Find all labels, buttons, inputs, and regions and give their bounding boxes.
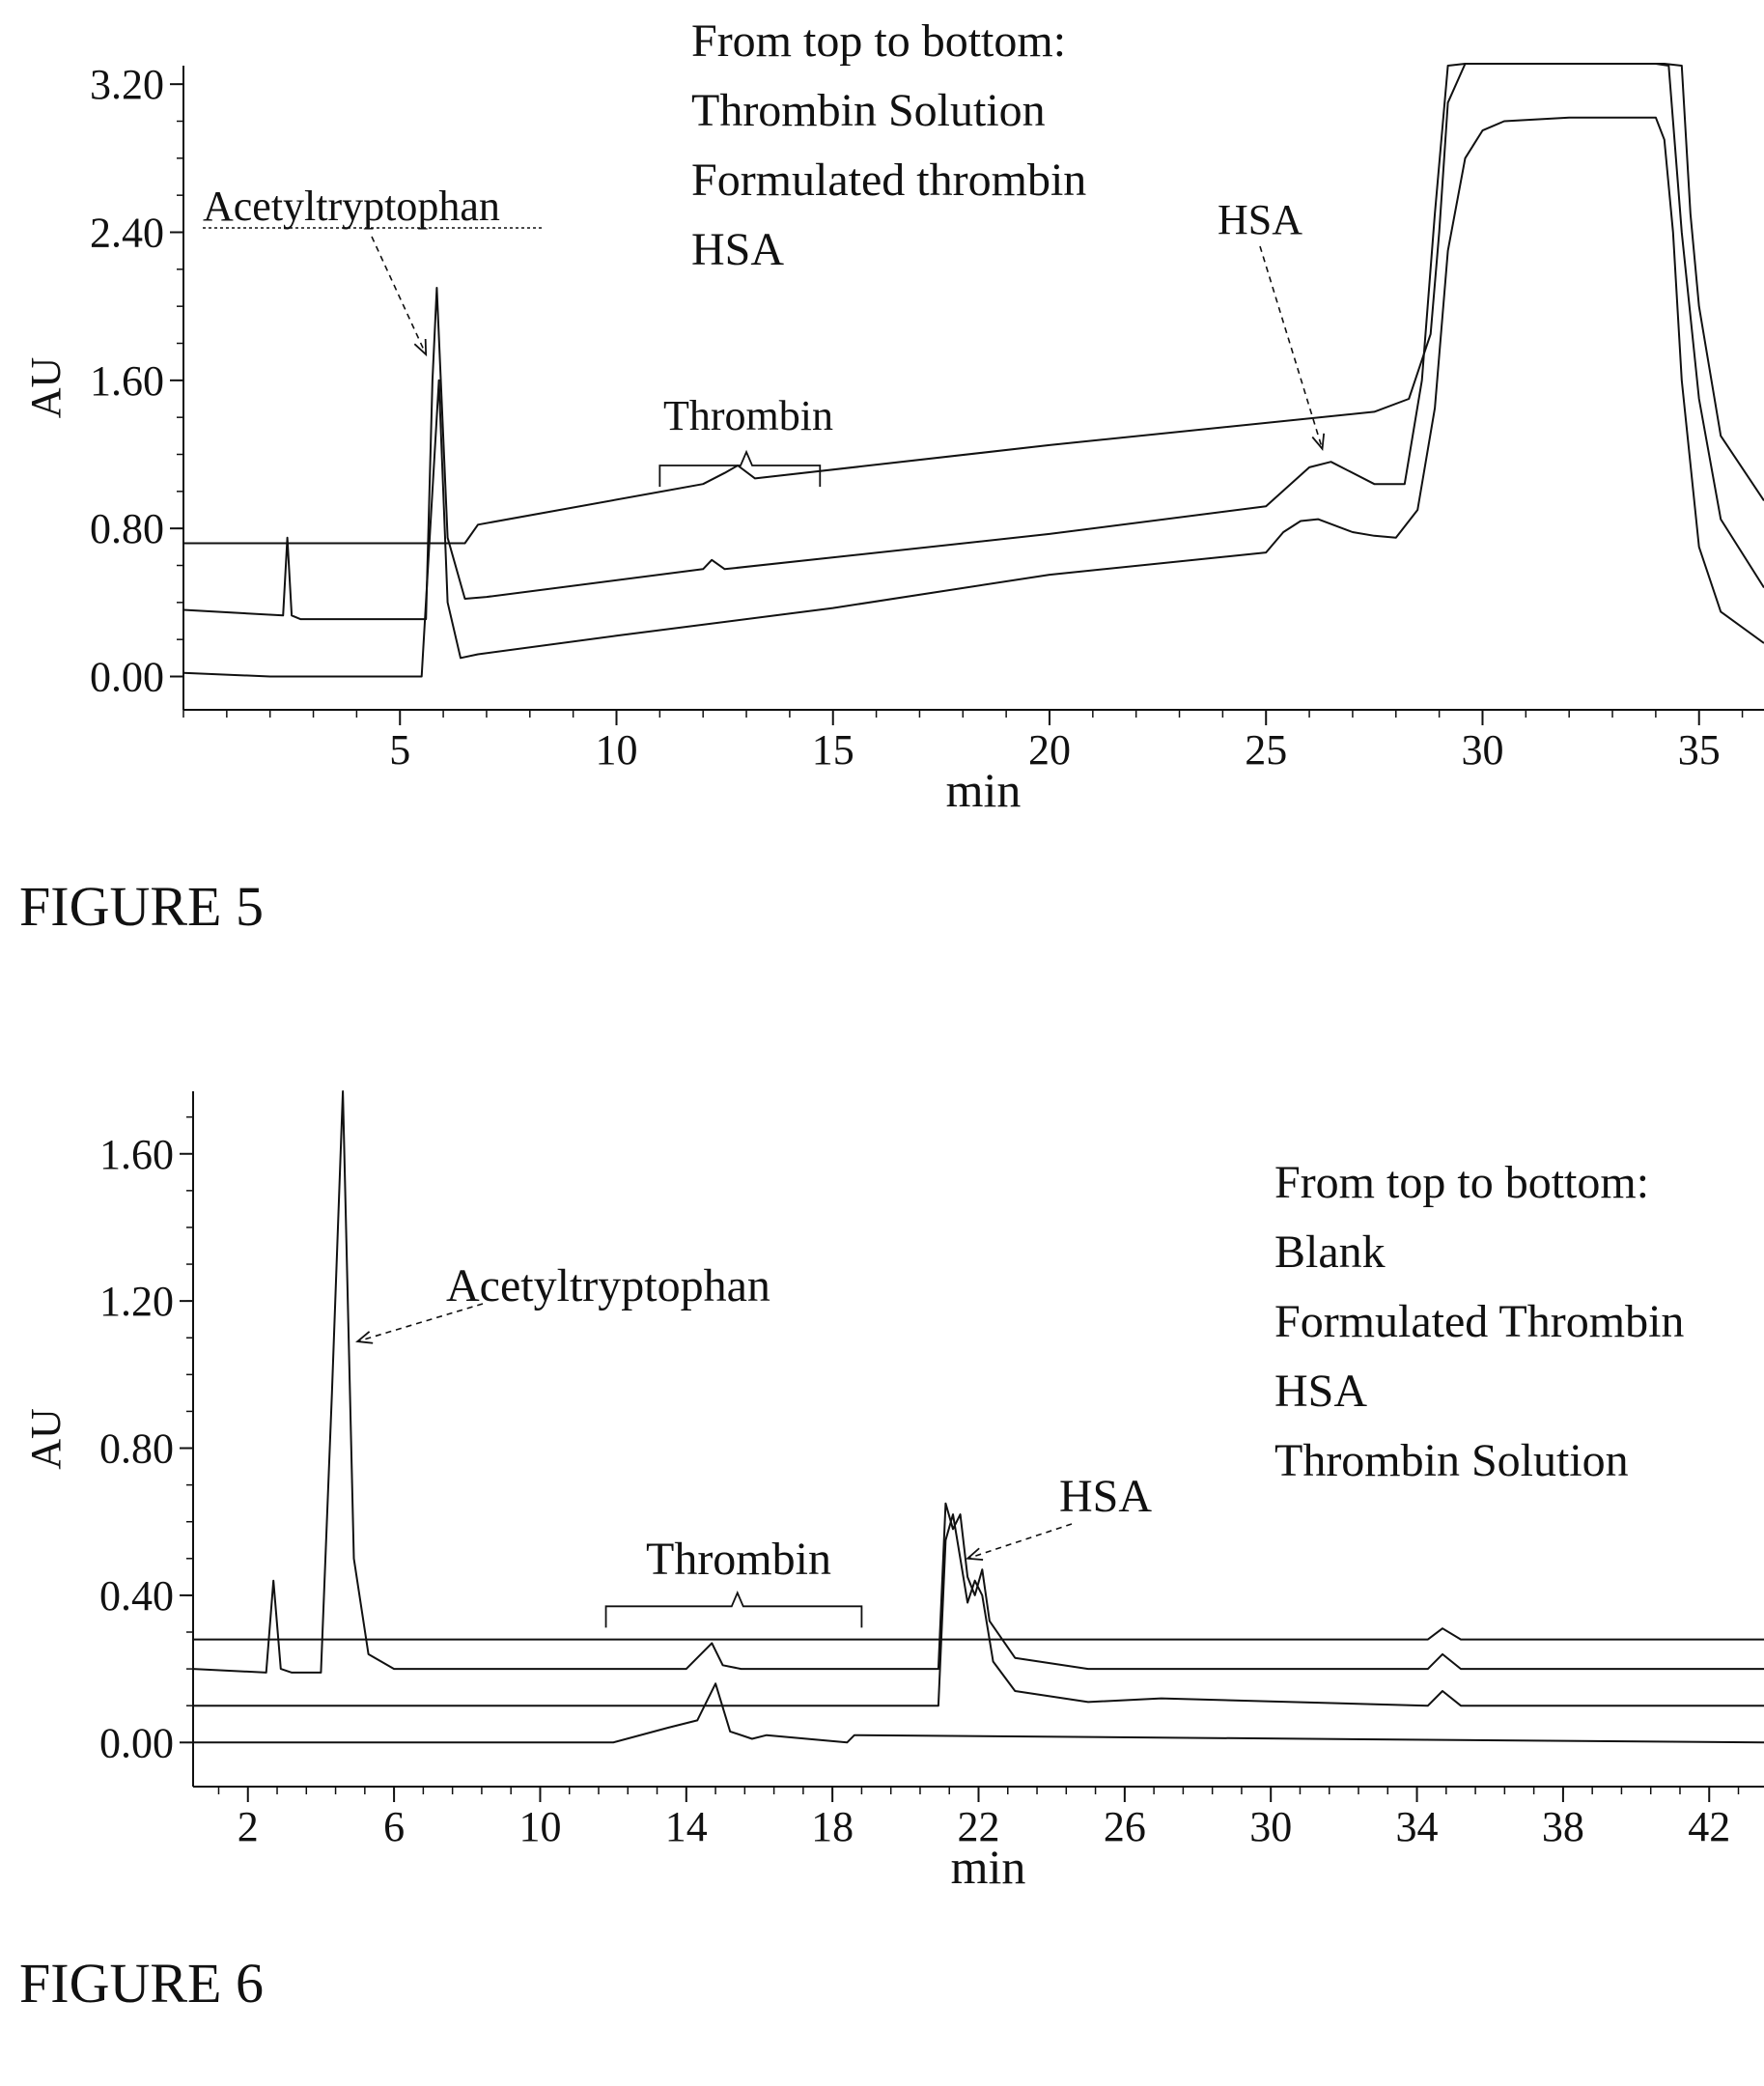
legend-text-line: Formulated Thrombin xyxy=(1274,1296,1684,1347)
annotation-bracket xyxy=(604,1591,863,1628)
annotation-label: HSA xyxy=(1059,1471,1152,1522)
figure-6-label: FIGURE 6 xyxy=(19,1952,264,2015)
x-tick-label: 25 xyxy=(1245,726,1287,774)
y-tick-label: 0.00 xyxy=(99,1719,174,1766)
legend-text-line: Thrombin Solution xyxy=(691,85,1046,136)
x-tick-label: 14 xyxy=(665,1803,708,1850)
series-line-3 xyxy=(193,1682,1764,1744)
annotation-bracket xyxy=(658,449,822,487)
y-tick-label: 1.60 xyxy=(99,1131,174,1178)
annotation-arrow-head xyxy=(1311,433,1326,451)
y-tick-label: 0.00 xyxy=(90,654,164,701)
x-tick-label: 34 xyxy=(1396,1803,1439,1850)
annotation-label: Thrombin xyxy=(663,392,833,439)
x-axis-label: min xyxy=(946,763,1022,817)
legend-text-line: HSA xyxy=(1274,1366,1367,1417)
series-line-2 xyxy=(183,116,1764,678)
x-tick-label: 2 xyxy=(238,1803,259,1850)
y-tick-label: 0.80 xyxy=(90,505,164,552)
x-tick-label: 6 xyxy=(383,1803,405,1850)
annotation-arrow-head xyxy=(355,1331,374,1344)
annotation-arrow xyxy=(966,1523,1073,1560)
series-line-2 xyxy=(193,1513,1764,1707)
annotation-label: Thrombin xyxy=(646,1534,831,1585)
legend-text-line: Formulated thrombin xyxy=(691,155,1086,206)
figure-page: 5 10 15 20 25 30 35 0.00 0.80 1.60 2.40 3.20 min AU Fr… xyxy=(19,15,1764,2015)
legend-text-line: From top to bottom: xyxy=(691,15,1066,67)
series-line-0 xyxy=(193,1627,1764,1641)
x-tick-label: 5 xyxy=(389,726,410,774)
y-axis-label: AU xyxy=(22,1408,70,1470)
annotation-label: Acetyltryptophan xyxy=(203,183,500,230)
annotation-arrow-head xyxy=(965,1547,984,1561)
series-line-1 xyxy=(183,63,1764,621)
plot-area xyxy=(183,63,1764,678)
y-tick-label: 1.60 xyxy=(90,357,164,405)
x-tick-label: 20 xyxy=(1028,726,1071,774)
y-axis-label: AU xyxy=(22,357,70,419)
chart-figure-6: 2 6 10 14 18 22 26 30 34 38 420.000.400.801.201.60… xyxy=(22,1090,1764,1894)
annotation-arrow-head xyxy=(413,338,428,357)
annotation-label: HSA xyxy=(1218,196,1302,243)
annotation-arrow xyxy=(1259,245,1324,449)
x-tick-label: 15 xyxy=(812,726,854,774)
series-line-0 xyxy=(183,63,1764,545)
y-tick-label: 0.80 xyxy=(99,1425,174,1473)
y-tick-label: 1.20 xyxy=(99,1278,174,1325)
legend-text-line: Thrombin Solution xyxy=(1274,1435,1629,1486)
annotation-label: Acetyltryptophan xyxy=(446,1260,770,1311)
y-tick-label: 2.40 xyxy=(90,210,164,257)
x-tick-label: 42 xyxy=(1688,1803,1730,1850)
y-tick-label: 0.40 xyxy=(99,1572,174,1620)
plot-area xyxy=(193,1090,1764,1744)
legend-text-line: HSA xyxy=(691,224,784,275)
x-tick-label: 22 xyxy=(958,1803,1000,1850)
x-tick-label: 18 xyxy=(811,1803,854,1850)
annotation-arrow xyxy=(357,1303,484,1342)
x-tick-label: 30 xyxy=(1461,726,1503,774)
legend-text-line: Blank xyxy=(1274,1226,1386,1278)
x-tick-label: 26 xyxy=(1104,1803,1146,1850)
x-tick-label: 30 xyxy=(1249,1803,1292,1850)
chart-figure-5: 5 10 15 20 25 30 35 0.00 0.80 1.60 2.40 3.20 min AU Fr… xyxy=(22,15,1764,817)
y-tick-label: 3.20 xyxy=(90,61,164,108)
legend-text-line: From top to bottom: xyxy=(1274,1157,1649,1208)
x-tick-label: 38 xyxy=(1542,1803,1584,1850)
annotation-arrow xyxy=(371,236,427,355)
x-axis-label: min xyxy=(951,1840,1026,1894)
x-tick-label: 10 xyxy=(518,1803,561,1850)
series-line-1 xyxy=(193,1090,1764,1674)
x-tick-label: 10 xyxy=(595,726,637,774)
x-tick-label: 35 xyxy=(1678,726,1721,774)
figure-5-label: FIGURE 5 xyxy=(19,875,264,938)
